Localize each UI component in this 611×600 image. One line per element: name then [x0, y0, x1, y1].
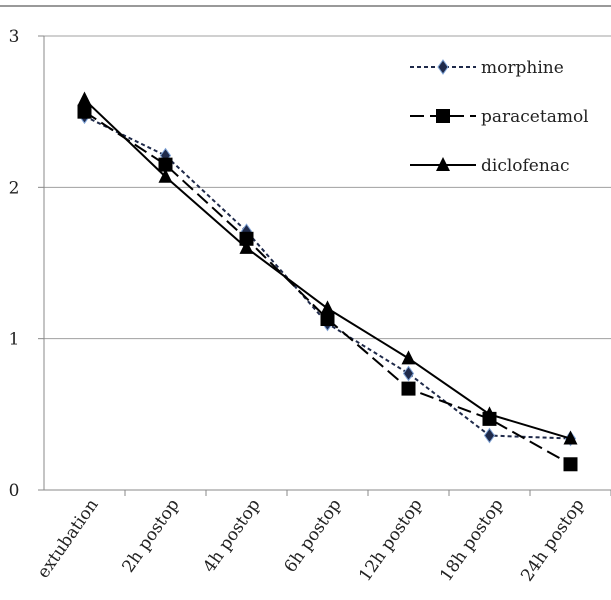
marker: [401, 381, 416, 396]
legend-marker: [436, 109, 450, 123]
marker: [483, 427, 496, 444]
x-tick-label: 12h postop: [355, 495, 426, 585]
y-tick-label: 1: [9, 330, 20, 350]
y-tick-label: 0: [9, 481, 20, 501]
marker: [482, 406, 497, 421]
y-tick-label: 3: [9, 27, 20, 47]
series-line: [83, 98, 571, 440]
marker: [239, 239, 254, 254]
legend-marker: [437, 59, 449, 75]
marker: [320, 311, 335, 326]
marker: [77, 104, 92, 119]
marker: [158, 168, 173, 183]
x-tick-label: 6h postop: [280, 495, 345, 576]
y-tick-label: 2: [9, 178, 20, 198]
x-tick-label: 24h postop: [517, 495, 588, 585]
legend-label: diclofenac: [481, 156, 569, 176]
marker: [563, 457, 578, 472]
x-tick-label: 4h postop: [199, 495, 264, 576]
marker: [320, 300, 335, 315]
x-tick-label: extubation: [33, 495, 102, 582]
legend-label: paracetamol: [481, 107, 589, 127]
marker: [158, 157, 173, 172]
marker: [239, 231, 254, 246]
marker: [401, 350, 416, 365]
x-tick-label: 18h postop: [436, 495, 507, 585]
marker: [77, 91, 92, 106]
x-tick-label: 2h postop: [118, 495, 183, 576]
legend-label: morphine: [481, 58, 564, 78]
marker: [563, 430, 578, 445]
marker: [402, 365, 415, 382]
legend-marker: [436, 157, 450, 171]
